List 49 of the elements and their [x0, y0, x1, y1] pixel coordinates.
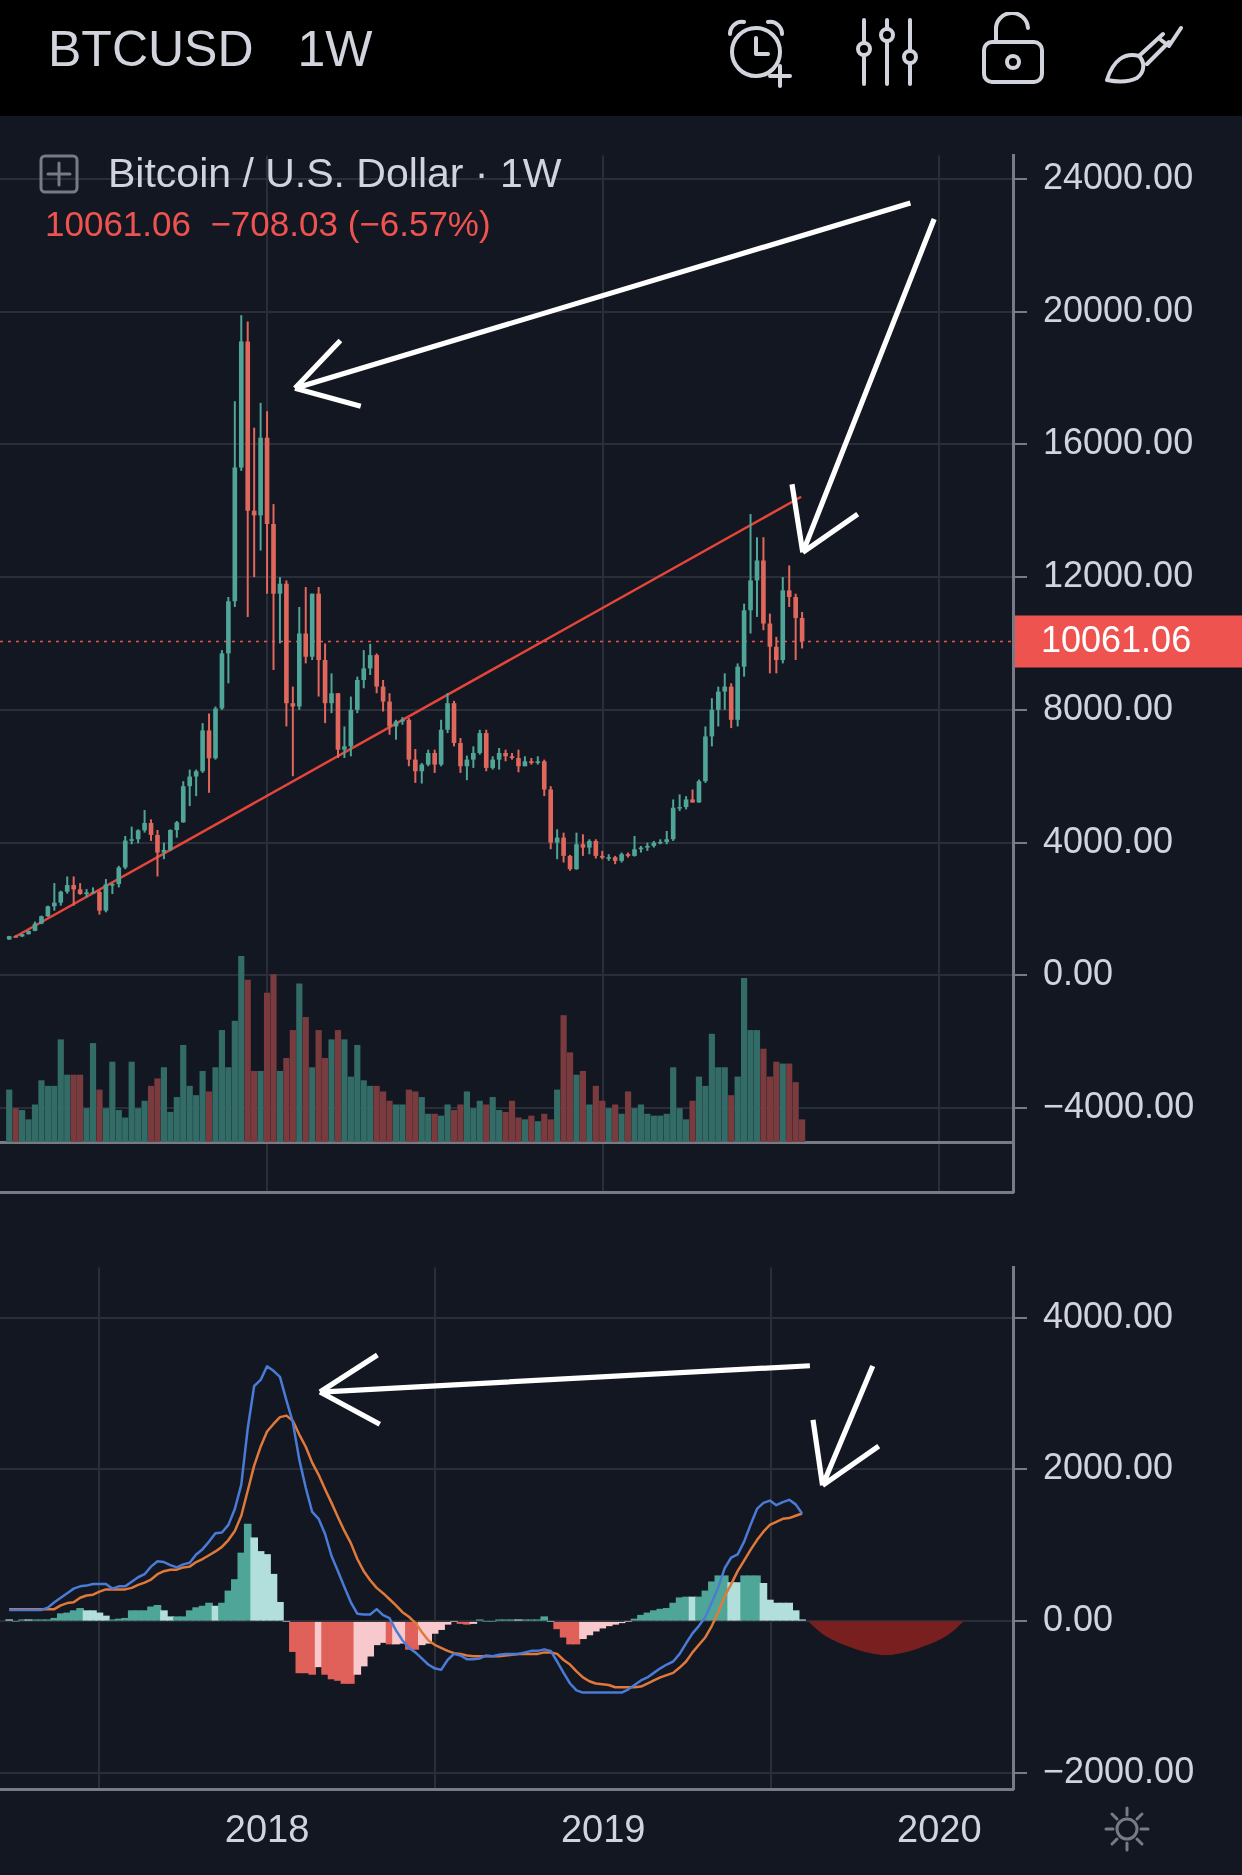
bar [573, 1074, 580, 1142]
y-tick-label: 8000.00 [1043, 686, 1174, 728]
y-tick-label: 16000.00 [1043, 421, 1194, 463]
y-tick-label: 0.00 [1043, 1598, 1114, 1640]
y-tick-label: 24000.00 [1043, 155, 1194, 197]
bar [431, 1113, 438, 1142]
y-tick-label: 4000.00 [1043, 1294, 1174, 1336]
bar [334, 1030, 342, 1142]
bar [6, 1089, 13, 1142]
ref-line-label: 10061.06 [1041, 619, 1192, 661]
chart-subtitle: Bitcoin / U.S. Dollar · 1W [108, 150, 562, 197]
bar [296, 983, 303, 1142]
y-tick-label: 2000.00 [1043, 1446, 1174, 1488]
bar [309, 1067, 316, 1142]
candlestick [90, 887, 96, 894]
bar [728, 1095, 735, 1142]
bar [624, 1091, 632, 1142]
y-tick-label: 0.00 [1043, 952, 1114, 994]
bar [205, 1091, 213, 1142]
bar [528, 1115, 535, 1142]
bar [586, 1104, 593, 1142]
candlestick [71, 876, 76, 906]
bar [534, 1121, 541, 1142]
x-tick-label: 2018 [224, 1808, 310, 1851]
bar [302, 1017, 309, 1142]
bar [689, 1100, 696, 1142]
bar [257, 1070, 264, 1142]
bar [579, 1070, 587, 1142]
candlestick [290, 686, 296, 777]
y-tick-label: −2000.00 [1043, 1749, 1195, 1791]
bar [96, 1089, 103, 1142]
bar [521, 1119, 529, 1142]
y-tick-label: 12000.00 [1043, 554, 1194, 596]
y-tick-label: 4000.00 [1043, 819, 1174, 861]
bar [554, 1089, 561, 1142]
y-tick-label: −4000.00 [1043, 1085, 1195, 1127]
bar [483, 1104, 490, 1142]
bar [618, 1113, 625, 1142]
bar [612, 1104, 619, 1142]
bar [276, 1070, 284, 1142]
bar [779, 1063, 786, 1142]
bar [605, 1108, 612, 1142]
bar [328, 1039, 335, 1142]
bar [12, 1108, 19, 1142]
y-tick-label: 20000.00 [1043, 288, 1194, 330]
annotation: 10061.06 −708.03 (−6.57%) [45, 204, 491, 244]
x-tick-label: 2019 [560, 1808, 646, 1851]
chart-title: BTCUSD 1W [48, 20, 373, 78]
x-tick-label: 2020 [897, 1808, 982, 1851]
